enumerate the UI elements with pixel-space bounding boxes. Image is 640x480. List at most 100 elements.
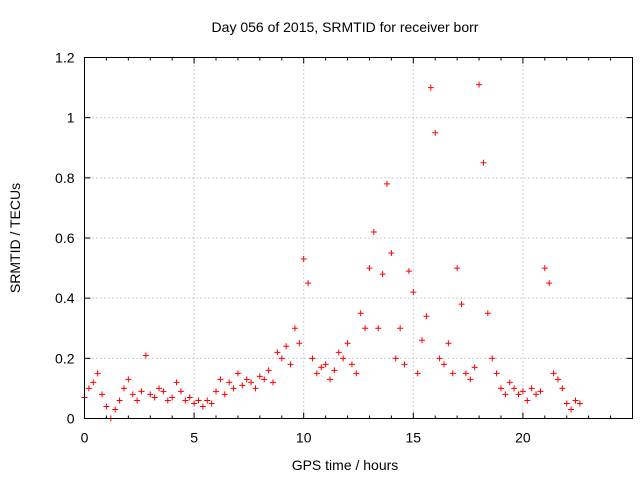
data-point bbox=[270, 379, 277, 386]
data-point bbox=[94, 370, 101, 377]
data-point bbox=[116, 397, 123, 404]
data-point bbox=[291, 325, 298, 332]
data-point bbox=[309, 355, 316, 362]
data-point bbox=[383, 180, 390, 187]
data-point bbox=[90, 379, 97, 386]
data-point bbox=[147, 391, 154, 398]
data-point bbox=[182, 397, 189, 404]
data-point bbox=[480, 159, 487, 166]
y-tick-labels: 0 0.2 0.4 0.6 0.8 1 1.2 bbox=[55, 50, 75, 427]
x-axis-label: GPS time / hours bbox=[292, 457, 399, 473]
data-point bbox=[388, 250, 395, 257]
data-point bbox=[217, 376, 224, 383]
data-point bbox=[243, 376, 250, 383]
data-point bbox=[239, 382, 246, 389]
data-point bbox=[502, 391, 509, 398]
data-point bbox=[515, 391, 522, 398]
data-point bbox=[340, 355, 347, 362]
data-point bbox=[278, 355, 285, 362]
data-point bbox=[287, 361, 294, 368]
data-point bbox=[445, 340, 452, 347]
data-point bbox=[524, 397, 531, 404]
y-tick-label: 0.8 bbox=[55, 170, 75, 186]
data-point bbox=[554, 376, 561, 383]
data-point bbox=[274, 349, 281, 356]
data-point bbox=[234, 370, 241, 377]
data-point bbox=[208, 400, 215, 407]
data-point bbox=[397, 325, 404, 332]
data-point bbox=[348, 361, 355, 368]
data-point bbox=[432, 129, 439, 136]
data-point bbox=[405, 268, 412, 275]
data-point bbox=[454, 265, 461, 272]
data-point bbox=[331, 367, 338, 374]
data-point bbox=[256, 373, 263, 380]
data-point bbox=[471, 364, 478, 371]
x-tick-label: 5 bbox=[190, 430, 198, 446]
data-point bbox=[138, 388, 145, 395]
data-point bbox=[160, 388, 167, 395]
data-point bbox=[440, 361, 447, 368]
x-tick-label: 0 bbox=[81, 430, 89, 446]
y-tick-label: 1 bbox=[67, 110, 75, 126]
x-tick-label: 10 bbox=[296, 430, 312, 446]
x-tick-labels: 0 5 10 15 20 bbox=[81, 430, 531, 446]
data-point bbox=[213, 388, 220, 395]
data-point bbox=[156, 385, 163, 392]
data-point bbox=[379, 271, 386, 278]
data-point bbox=[353, 370, 360, 377]
data-point bbox=[550, 370, 557, 377]
data-point bbox=[427, 84, 434, 91]
data-point bbox=[335, 349, 342, 356]
data-point bbox=[248, 379, 255, 386]
data-point bbox=[506, 379, 513, 386]
data-point bbox=[129, 391, 136, 398]
x-tick-label: 15 bbox=[406, 430, 422, 446]
data-point bbox=[151, 394, 158, 401]
data-point bbox=[392, 355, 399, 362]
data-point bbox=[489, 355, 496, 362]
data-point bbox=[572, 397, 579, 404]
data-point bbox=[195, 397, 202, 404]
data-point bbox=[186, 394, 193, 401]
data-point bbox=[169, 394, 176, 401]
axis-ticks bbox=[84, 57, 633, 419]
data-point bbox=[357, 310, 364, 317]
y-tick-label: 1.2 bbox=[55, 50, 75, 66]
data-point bbox=[313, 370, 320, 377]
data-point bbox=[497, 385, 504, 392]
data-point bbox=[191, 400, 198, 407]
data-point bbox=[85, 385, 92, 392]
y-axis-label: SRMTID / TECUs bbox=[7, 183, 23, 293]
data-point bbox=[173, 379, 180, 386]
data-point bbox=[401, 361, 408, 368]
data-point bbox=[528, 385, 535, 392]
data-point bbox=[563, 400, 570, 407]
data-point bbox=[300, 256, 307, 263]
data-point bbox=[221, 391, 228, 398]
data-point bbox=[493, 370, 500, 377]
data-point bbox=[410, 289, 417, 296]
data-point bbox=[177, 388, 184, 395]
data-point bbox=[370, 228, 377, 235]
data-point bbox=[134, 397, 141, 404]
data-point bbox=[467, 376, 474, 383]
data-point bbox=[265, 367, 272, 374]
plot-frame bbox=[84, 57, 633, 419]
data-point bbox=[226, 379, 233, 386]
chart-title: Day 056 of 2015, SRMTID for receiver bor… bbox=[212, 19, 479, 35]
data-point bbox=[533, 391, 540, 398]
data-point bbox=[99, 391, 106, 398]
data-point bbox=[414, 370, 421, 377]
data-point bbox=[327, 376, 334, 383]
x-tick-label: 20 bbox=[515, 430, 531, 446]
data-point bbox=[476, 81, 483, 88]
data-series bbox=[81, 81, 583, 422]
data-point bbox=[261, 376, 268, 383]
y-tick-label: 0.6 bbox=[55, 230, 75, 246]
data-point bbox=[142, 352, 149, 359]
data-point bbox=[436, 355, 443, 362]
data-point bbox=[125, 376, 132, 383]
data-point bbox=[375, 325, 382, 332]
data-point bbox=[449, 370, 456, 377]
